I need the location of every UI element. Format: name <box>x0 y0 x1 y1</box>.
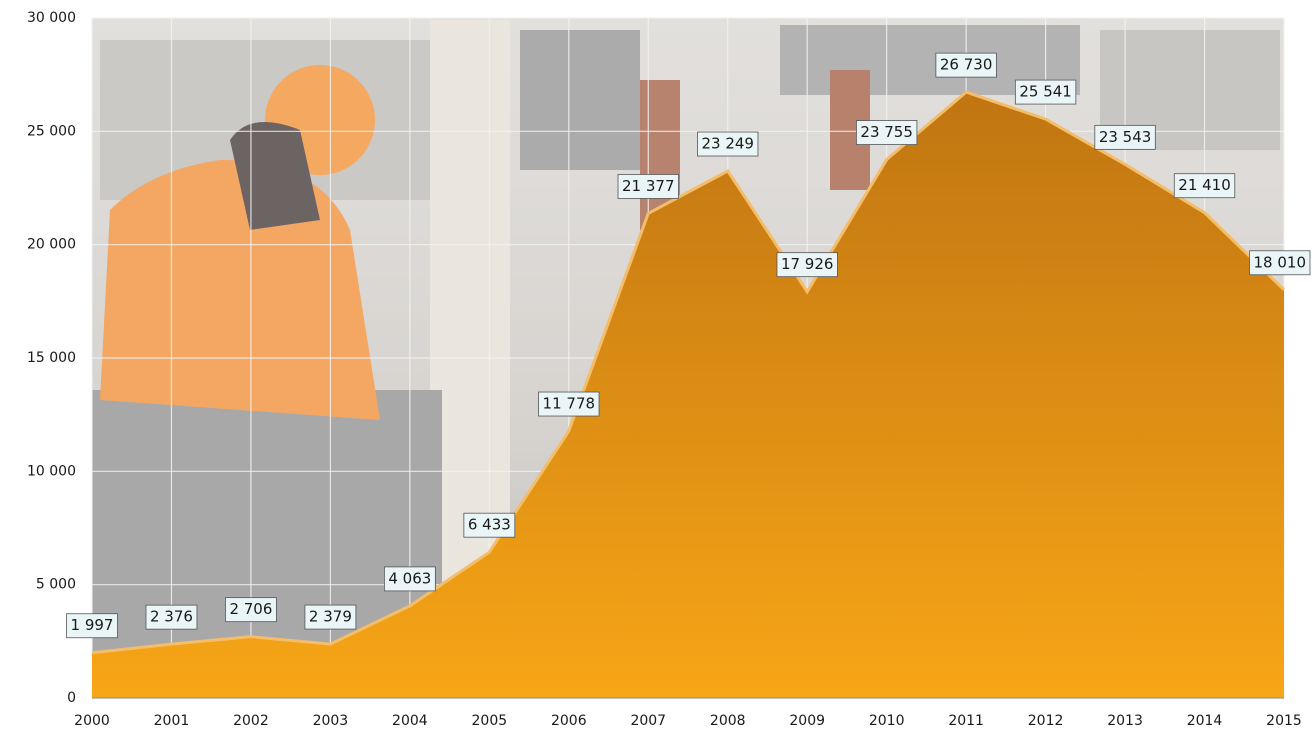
y-tick-label: 10 000 <box>27 463 76 479</box>
value-label-box <box>225 597 277 623</box>
x-tick-label: 2006 <box>551 713 587 729</box>
x-tick-label: 2001 <box>154 713 190 729</box>
y-tick-label: 0 <box>67 690 76 706</box>
value-label-box <box>856 120 918 145</box>
value-label-box <box>145 604 198 630</box>
y-tick-label: 15 000 <box>27 350 76 366</box>
value-label: 23 249 <box>701 135 754 153</box>
area <box>92 92 1284 699</box>
x-tick-label: 2000 <box>74 713 110 729</box>
x-tick-label: 2014 <box>1187 713 1223 729</box>
y-tick-label: 30 000 <box>27 10 76 26</box>
x-tick-label: 2010 <box>869 713 905 729</box>
value-label-box <box>1173 173 1236 199</box>
value-label-box <box>538 391 600 417</box>
area-edge <box>91 90 1286 655</box>
value-label: 25 541 <box>1019 83 1072 101</box>
value-label: 21 377 <box>622 177 675 195</box>
value-label: 26 730 <box>940 56 993 74</box>
x-tick-label: 2012 <box>1028 713 1064 729</box>
value-label: 21 410 <box>1178 176 1231 194</box>
value-label-box <box>1094 124 1156 150</box>
y-tick-label: 5 000 <box>36 577 76 593</box>
value-label: 2 379 <box>309 608 352 626</box>
value-label-box <box>66 613 118 639</box>
value-label-box <box>1014 79 1077 105</box>
x-tick-label: 2007 <box>630 713 666 729</box>
plot <box>91 90 1286 699</box>
x-tick-label: 2009 <box>789 713 825 729</box>
x-tick-label: 2011 <box>948 713 984 729</box>
value-label: 2 706 <box>229 600 272 618</box>
value-label: 11 778 <box>543 395 596 413</box>
value-label-box <box>697 131 759 157</box>
value-label: 23 543 <box>1099 128 1152 146</box>
value-label: 2 376 <box>150 608 193 626</box>
y-tick-label: 25 000 <box>27 123 76 139</box>
value-label: 6 433 <box>468 516 511 534</box>
value-label-box <box>304 604 357 630</box>
value-label: 18 010 <box>1254 253 1307 271</box>
value-label-box <box>776 252 838 278</box>
value-label: 23 755 <box>860 123 913 141</box>
value-label-box <box>617 174 679 199</box>
x-tick-label: 2002 <box>233 713 269 729</box>
x-tick-label: 2005 <box>472 713 508 729</box>
value-label: 1 997 <box>71 616 114 634</box>
value-label-box <box>463 512 516 538</box>
x-tick-label: 2003 <box>313 713 349 729</box>
value-label-box <box>383 566 436 592</box>
x-tick-label: 2013 <box>1107 713 1143 729</box>
value-label: 17 926 <box>781 255 834 273</box>
value-label-box <box>1249 250 1311 276</box>
y-tick-label: 20 000 <box>27 237 76 253</box>
x-tick-label: 2004 <box>392 713 428 729</box>
value-label-box <box>935 52 997 78</box>
x-tick-label: 2008 <box>710 713 746 729</box>
x-tick-label: 2015 <box>1266 713 1302 729</box>
labels: 1 997 2 376 2 706 2 379 4 063 6 433 11 778 21 3… <box>66 52 1311 639</box>
value-label: 4 063 <box>388 569 431 587</box>
